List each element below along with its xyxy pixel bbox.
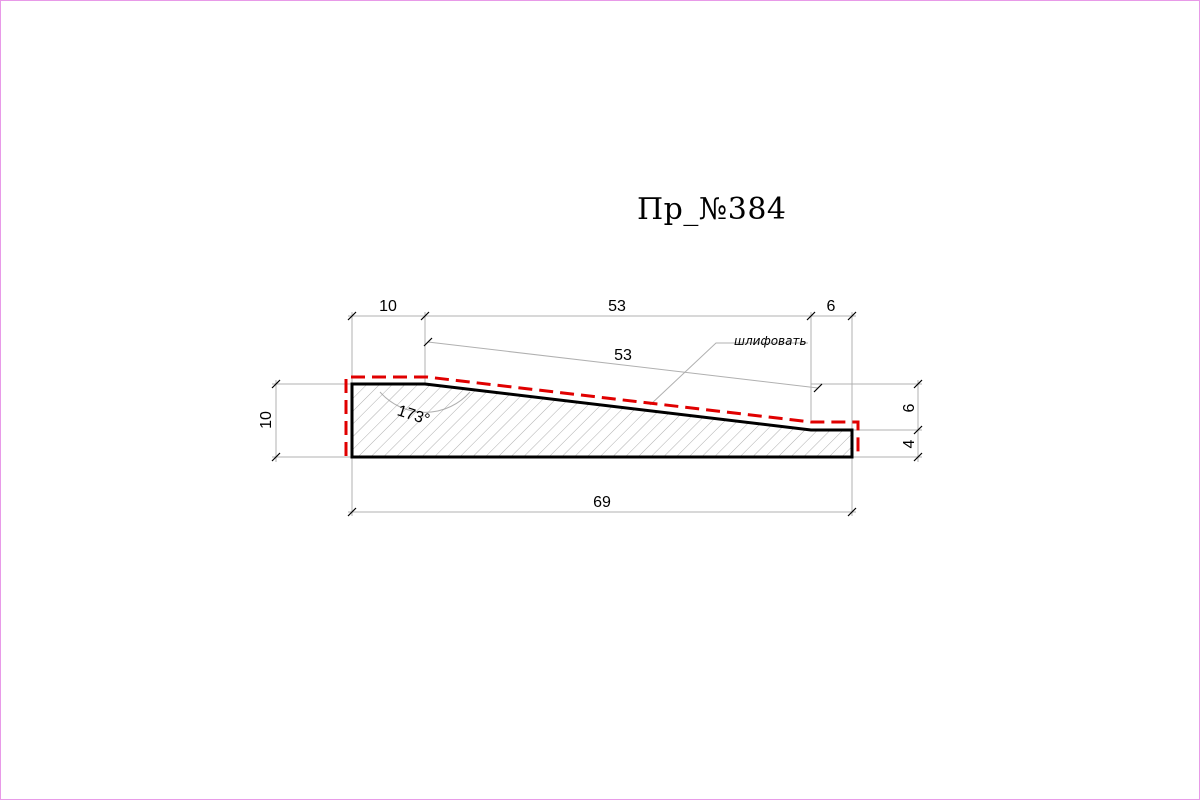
dim-top-left: 10 — [379, 298, 397, 315]
profile-section — [350, 382, 854, 459]
sanding-outline — [344, 375, 860, 456]
dim-slope: 53 — [614, 347, 632, 364]
sanding-note: шлифовать — [734, 334, 807, 348]
note-leader-line — [649, 342, 808, 406]
dim-top-right: 6 — [827, 298, 836, 315]
dim-right-upper: 6 — [901, 403, 918, 412]
dimension-ticks — [271, 311, 923, 517]
dim-bottom-total: 69 — [593, 494, 611, 511]
dimension-lines — [272, 312, 922, 516]
dim-right-lower: 4 — [901, 439, 918, 448]
drawing-title: Пр_№384 — [637, 192, 787, 227]
slope-dimension-line — [427, 341, 819, 389]
dim-top-middle: 53 — [608, 298, 626, 315]
dim-left-height: 10 — [258, 411, 275, 429]
